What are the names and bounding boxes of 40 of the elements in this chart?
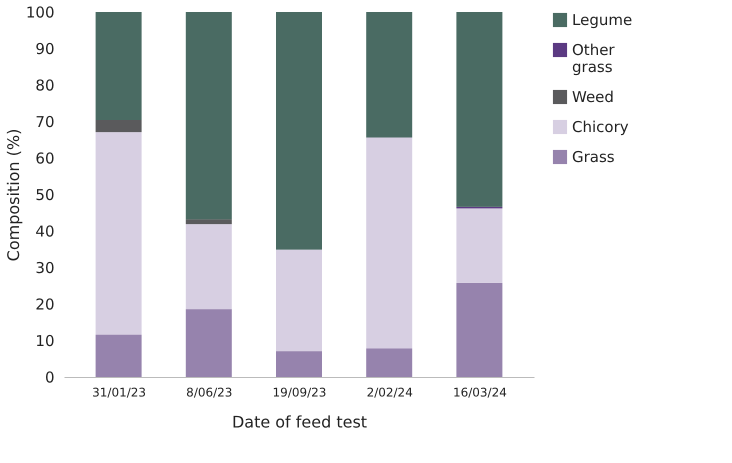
y-tick-label: 50 [35, 186, 54, 204]
bar [456, 282, 502, 377]
bar [96, 334, 142, 377]
legend-label: Weed [572, 88, 614, 106]
bar [276, 250, 322, 352]
legend-label: Grass [572, 148, 615, 166]
bar [186, 309, 232, 377]
y-tick-label: 10 [35, 332, 54, 350]
x-tick-label: 19/09/23 [272, 386, 326, 400]
bar [276, 351, 322, 377]
y-tick-label: 20 [35, 296, 54, 314]
bar [366, 12, 412, 138]
legend-label: Chicory [572, 118, 629, 136]
bar [456, 208, 502, 283]
x-tick-label: 8/06/23 [186, 386, 232, 400]
bar [96, 120, 142, 132]
bar [276, 12, 322, 250]
y-tick-label: 70 [35, 113, 54, 131]
bar [96, 12, 142, 120]
x-tick-label: 2/02/24 [366, 386, 413, 400]
bar [366, 348, 412, 377]
y-tick-label: 30 [35, 259, 54, 277]
y-tick-label: 100 [26, 4, 54, 22]
x-tick-label: 31/01/23 [92, 386, 146, 400]
y-tick-label: 60 [35, 150, 54, 168]
bar [186, 219, 232, 224]
bar [186, 12, 232, 220]
bar [96, 132, 142, 335]
legend-label: Other grass [572, 41, 616, 76]
bar [456, 12, 502, 207]
bar [366, 138, 412, 349]
x-axis-title: Date of feed test [232, 412, 368, 432]
x-tick-label: 16/03/24 [452, 386, 507, 400]
y-tick-label: 40 [35, 222, 54, 240]
y-tick-label: 0 [44, 368, 54, 386]
y-tick-label: 90 [35, 40, 54, 58]
bar [186, 224, 232, 310]
y-tick-label: 80 [35, 76, 54, 94]
legend-label: Legume [572, 11, 632, 29]
y-axis-title: Composition (%) [4, 128, 23, 262]
